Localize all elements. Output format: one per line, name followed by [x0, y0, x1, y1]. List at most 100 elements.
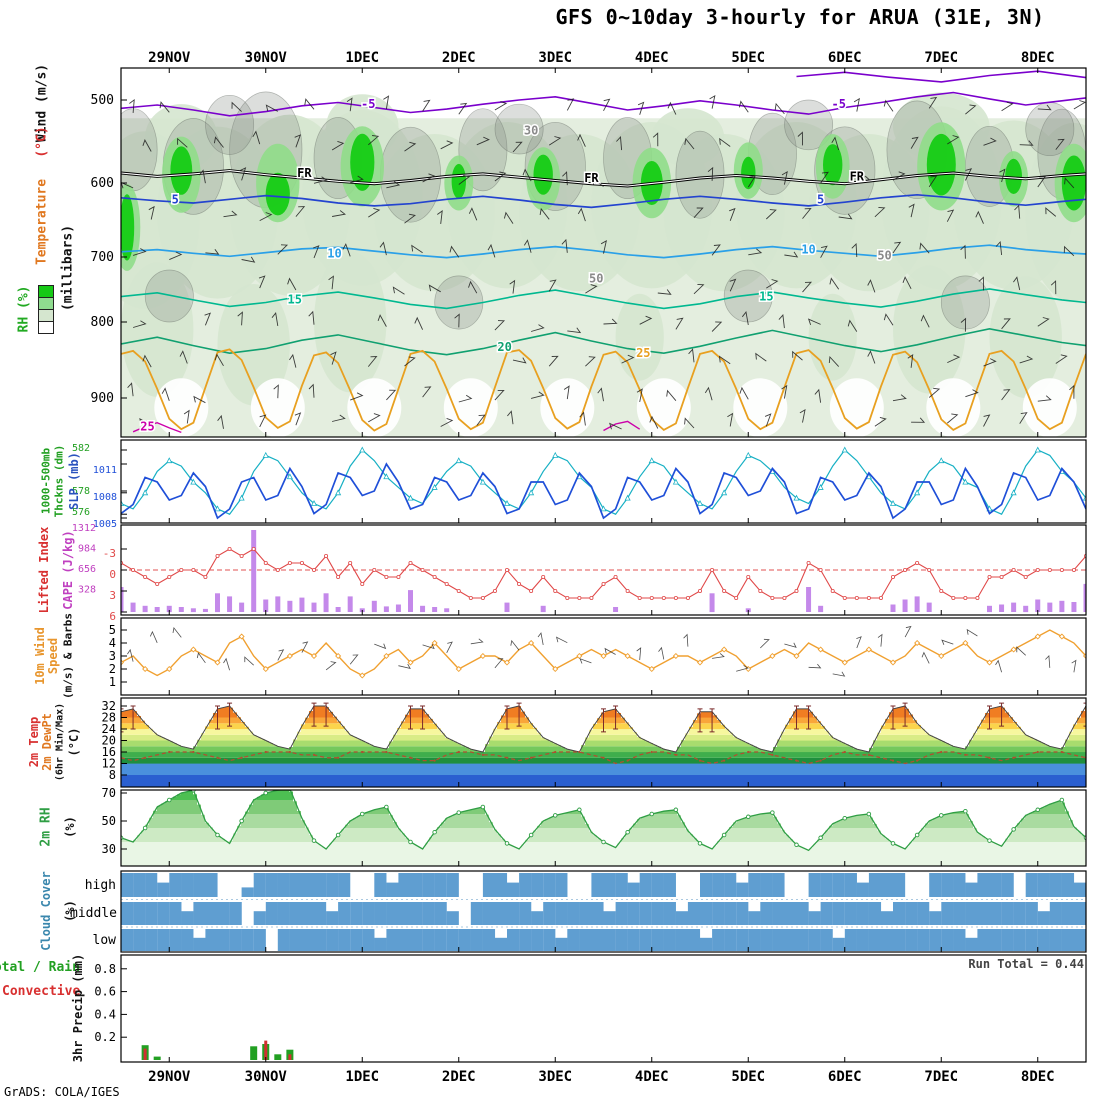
svg-text:-5: -5 — [831, 97, 845, 111]
svg-text:582: 582 — [72, 443, 90, 454]
panel-temp2m — [121, 702, 1086, 787]
svg-text:4DEC: 4DEC — [635, 1069, 669, 1085]
svg-text:15: 15 — [287, 292, 301, 306]
svg-text:600: 600 — [91, 176, 114, 191]
svg-text:5: 5 — [172, 192, 179, 206]
svg-text:3: 3 — [109, 589, 116, 602]
left-label-cloud-cover: Cloud Cover — [39, 871, 53, 951]
svg-text:4: 4 — [109, 636, 116, 650]
grads-credit: GrADS: COLA/IGES — [4, 1085, 120, 1099]
svg-text:FR: FR — [850, 169, 865, 183]
svg-text:5DEC: 5DEC — [731, 50, 765, 66]
svg-text:0: 0 — [109, 568, 116, 581]
svg-text:FR: FR — [297, 166, 312, 180]
left-label-td2m: 2m DewPt — [40, 713, 54, 771]
left-label-cape: CAPE (J/kg) — [61, 530, 75, 610]
svg-text:25: 25 — [140, 420, 154, 434]
svg-text:50: 50 — [589, 271, 603, 285]
cloud-row-middle: middle — [70, 906, 117, 921]
svg-text:984: 984 — [78, 544, 96, 555]
left-label-rh-label: RH (%) — [16, 285, 32, 333]
left-label-temp-word: Temperature — [34, 178, 50, 266]
svg-text:800: 800 — [91, 315, 114, 330]
left-label-lifted-index: Lifted Index — [37, 526, 51, 614]
svg-text:20: 20 — [102, 734, 116, 748]
svg-text:15: 15 — [759, 290, 773, 304]
svg-text:1011: 1011 — [93, 465, 117, 476]
svg-text:900: 900 — [91, 391, 114, 406]
svg-text:0.4: 0.4 — [94, 1007, 116, 1021]
left-label-w10-3: (m/s) & Barbs — [61, 612, 75, 700]
page-title: GFS 0~10day 3-hourly for ARUA (31E, 3N) — [555, 5, 1045, 29]
left-label-thk-1: 1000-500mb — [39, 447, 53, 515]
svg-text:32: 32 — [102, 699, 116, 713]
left-label-w10-2: Speed — [46, 637, 60, 675]
svg-text:3: 3 — [109, 649, 116, 663]
convective-label: Convective — [2, 984, 81, 999]
svg-text:50: 50 — [102, 814, 116, 828]
cloud-row-high: high — [84, 878, 116, 893]
svg-text:1DEC: 1DEC — [345, 50, 379, 66]
panel-slp-thickness — [121, 446, 1086, 520]
svg-text:28: 28 — [102, 711, 116, 725]
svg-text:70: 70 — [102, 786, 116, 800]
svg-text:2: 2 — [109, 662, 116, 676]
svg-text:29NOV: 29NOV — [148, 1069, 191, 1085]
svg-text:5: 5 — [817, 192, 824, 206]
svg-text:4DEC: 4DEC — [635, 50, 669, 66]
svg-text:656: 656 — [78, 564, 96, 575]
left-label-t2m: 2m Temp — [27, 716, 41, 768]
svg-text:8DEC: 8DEC — [1021, 1069, 1055, 1085]
total-rain-label: Total / Rain — [0, 960, 80, 975]
svg-text:3DEC: 3DEC — [538, 50, 572, 66]
left-label-cloud-unit: (%) — [63, 900, 77, 922]
left-label-millibars: (millibars) — [60, 224, 76, 312]
svg-text:0.2: 0.2 — [94, 1030, 116, 1044]
svg-text:1008: 1008 — [93, 492, 117, 503]
svg-text:7DEC: 7DEC — [924, 1069, 958, 1085]
left-label-minmax: (6hr Min/Max) — [54, 702, 66, 782]
left-label-precip-rot: 3hr Precip (mm) — [71, 953, 85, 1063]
svg-text:0.8: 0.8 — [94, 962, 116, 976]
left-label-thk-2: Thckns (dm) — [52, 444, 66, 518]
svg-text:7DEC: 7DEC — [924, 50, 958, 66]
svg-text:6: 6 — [109, 610, 116, 623]
cloud-row-low: low — [92, 933, 116, 948]
rh-colorbar — [38, 285, 54, 334]
svg-text:8: 8 — [109, 768, 116, 782]
svg-text:30NOV: 30NOV — [245, 1069, 288, 1085]
svg-text:1: 1 — [109, 675, 116, 689]
left-label-rh2m: 2m RH — [38, 807, 54, 847]
svg-text:12: 12 — [102, 757, 116, 771]
svg-text:5DEC: 5DEC — [731, 1069, 765, 1085]
panel-rh2m — [121, 790, 1086, 866]
svg-text:50: 50 — [877, 249, 891, 263]
svg-text:700: 700 — [91, 250, 114, 265]
svg-text:576: 576 — [72, 507, 90, 518]
svg-text:0.6: 0.6 — [94, 985, 116, 999]
svg-text:24: 24 — [102, 722, 116, 736]
left-label-t2m-unit: (°C) — [67, 727, 81, 757]
svg-text:3DEC: 3DEC — [538, 1069, 572, 1085]
panel-precip — [141, 1040, 294, 1060]
axes: 5006007008009005825785761011100810051312… — [72, 50, 1087, 1085]
svg-text:2DEC: 2DEC — [442, 50, 476, 66]
svg-text:10: 10 — [327, 246, 341, 260]
svg-text:FR: FR — [584, 171, 599, 185]
svg-text:29NOV: 29NOV — [148, 50, 191, 66]
left-label-rh2m-unit: (%) — [63, 816, 77, 838]
panel-wind10m — [121, 625, 1086, 679]
svg-text:8DEC: 8DEC — [1021, 50, 1055, 66]
svg-text:1DEC: 1DEC — [345, 1069, 379, 1085]
run-total-label: Run Total = 0.44 — [968, 957, 1084, 971]
rh-colorbar-swatch-3 — [38, 321, 54, 334]
svg-text:6DEC: 6DEC — [828, 1069, 862, 1085]
panel-cloud-cover — [121, 873, 1086, 951]
svg-text:-3: -3 — [103, 547, 116, 560]
svg-text:30: 30 — [102, 842, 116, 856]
svg-text:30: 30 — [524, 124, 538, 138]
svg-text:20: 20 — [497, 340, 511, 354]
left-label-slp: SLP (mb) — [67, 452, 81, 510]
